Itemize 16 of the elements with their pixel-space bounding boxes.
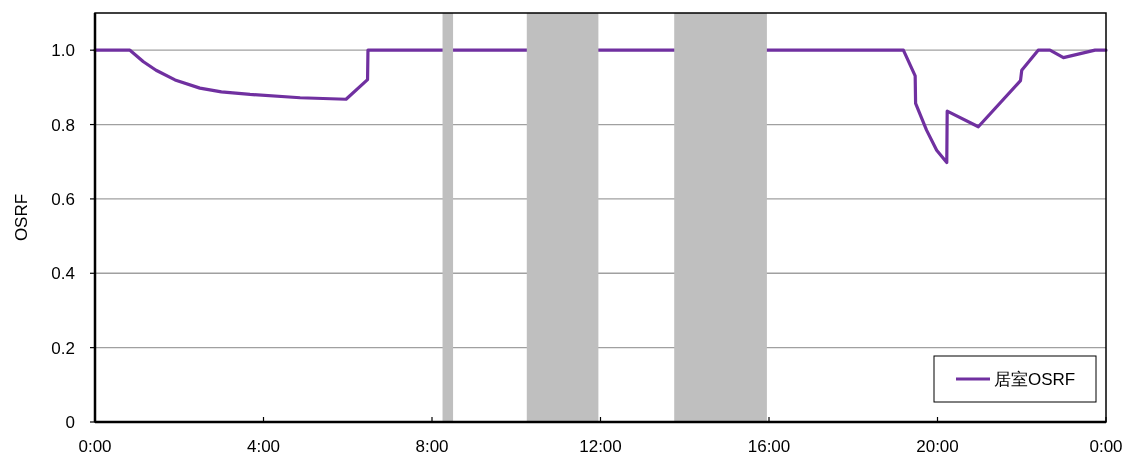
x-tick-label: 20:00: [916, 437, 959, 456]
legend: 居室OSRF: [933, 355, 1097, 403]
x-tick-label: 12:00: [579, 437, 622, 456]
y-axis-title: OSRF: [12, 193, 31, 242]
y-tick-label: 1.0: [51, 41, 75, 61]
x-tick-label: 4:00: [246, 437, 281, 456]
x-tick-label: 0:00: [1089, 437, 1123, 456]
x-tick-label: 0:00: [78, 437, 112, 456]
legend-label: 居室OSRF: [994, 370, 1076, 389]
x-tick-label: 8:00: [415, 437, 449, 456]
x-tick-label: 16:00: [747, 437, 791, 456]
y-tick-label: 0.6: [51, 189, 75, 209]
y-tick-label: 0.2: [51, 338, 75, 358]
y-tick-label: 0: [65, 413, 75, 432]
y-tick-label: 0.8: [51, 115, 75, 135]
y-tick-label: 0.4: [51, 264, 75, 284]
